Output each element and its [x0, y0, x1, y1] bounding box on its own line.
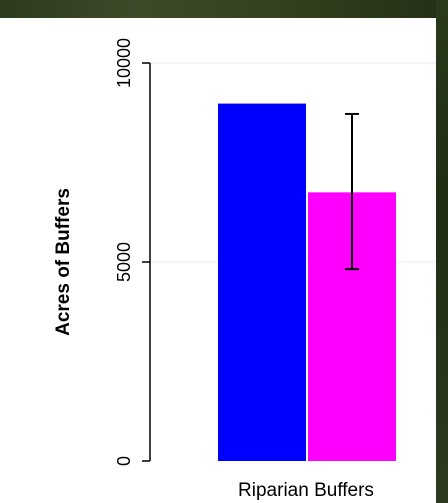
y-tick-label-0: 0: [114, 456, 134, 466]
y-axis-label: Acres of Buffers: [53, 188, 74, 336]
bar-series-0: [218, 103, 306, 461]
error-bars-layer: [345, 112, 359, 271]
background-photo-strip-top: [0, 0, 448, 18]
bars-layer: [218, 103, 396, 461]
y-tick-label-2: 10000: [114, 38, 134, 88]
background-photo-strip-right: [436, 0, 448, 503]
y-tick-label-1: 5000: [114, 242, 134, 282]
x-category-label: Riparian Buffers: [238, 480, 374, 501]
y-tick-layer: 0 5000 10000: [114, 38, 150, 466]
